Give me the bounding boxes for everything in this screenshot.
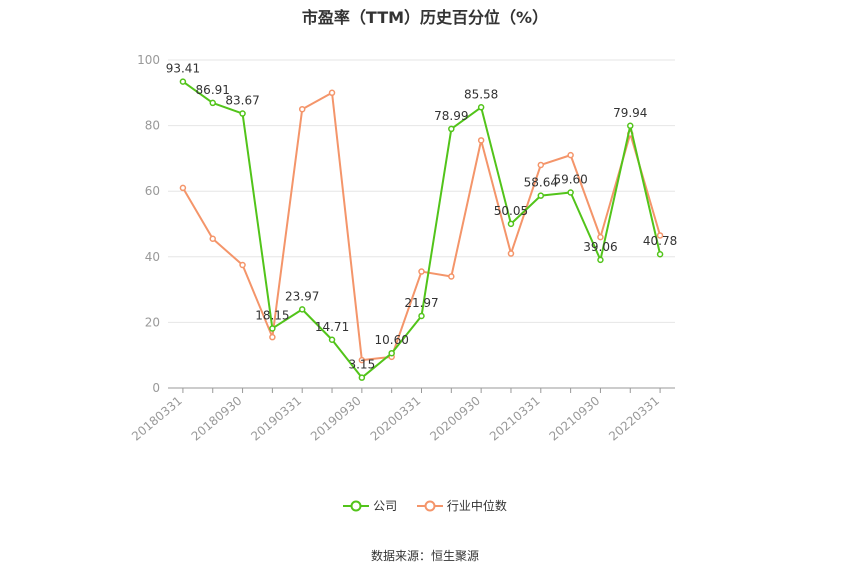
- data-label: 10.60: [374, 333, 408, 347]
- data-label: 83.67: [225, 94, 259, 108]
- data-label: 23.97: [285, 289, 319, 303]
- data-point: [239, 110, 246, 117]
- data-point: [209, 99, 216, 107]
- series-lines: [179, 78, 664, 381]
- data-label: 50.05: [494, 204, 528, 218]
- data-point: [179, 78, 187, 85]
- y-tick-label: 80: [145, 119, 160, 133]
- data-point: [388, 349, 395, 357]
- data-point: [656, 250, 664, 258]
- data-point: [597, 256, 604, 264]
- legend-item-company[interactable]: 公司: [343, 497, 397, 514]
- data-point: [298, 306, 306, 313]
- data-point: [269, 333, 276, 341]
- data-point: [358, 356, 366, 364]
- data-point: [448, 125, 455, 133]
- y-tick-label: 20: [145, 315, 160, 329]
- data-point: [418, 268, 425, 275]
- data-point: [448, 273, 455, 280]
- data-point: [209, 235, 216, 243]
- data-point: [239, 261, 246, 269]
- x-tick-label: 20210331: [487, 394, 543, 444]
- data-label: 39.06: [583, 240, 617, 254]
- data-label: 18.15: [255, 308, 289, 322]
- x-tick-label: 20220331: [606, 394, 662, 444]
- data-point: [567, 189, 574, 196]
- data-point: [507, 220, 515, 228]
- data-label: 59.60: [553, 173, 587, 187]
- data-label: 21.97: [404, 296, 438, 310]
- line-chart: 0 20 40 60 80 100 20180331 20180930 20190331 2019…: [129, 53, 678, 444]
- data-point: [537, 192, 545, 199]
- data-label: 78.99: [434, 109, 468, 123]
- y-tick-label: 100: [137, 53, 160, 67]
- data-point: [567, 151, 574, 159]
- data-point: [358, 374, 366, 381]
- x-tick-label: 20190331: [248, 394, 304, 444]
- data-label: 40.78: [643, 234, 677, 248]
- data-point: [418, 312, 425, 320]
- data-point: [656, 232, 664, 239]
- data-label: 79.94: [613, 106, 647, 120]
- x-tick-label: 20210930: [547, 394, 603, 444]
- data-point: [627, 122, 634, 130]
- source-note: 数据来源：恒生聚源: [370, 549, 479, 563]
- data-label: 86.91: [196, 83, 230, 97]
- data-label: 85.58: [464, 87, 498, 101]
- data-label: 14.71: [315, 320, 349, 334]
- x-tick-label: 20190930: [308, 394, 364, 444]
- data-label: 58.64: [524, 176, 558, 190]
- data-point: [477, 137, 485, 144]
- data-point: [179, 184, 187, 192]
- data-point: [507, 250, 515, 257]
- data-point: [477, 104, 485, 111]
- y-tick-label: 60: [145, 184, 160, 198]
- legend-label-industry: 行业中位数: [446, 499, 507, 513]
- x-tick-label: 20180930: [189, 394, 245, 444]
- data-point: [298, 105, 306, 113]
- y-tick-label: 0: [152, 381, 160, 395]
- data-point: [537, 161, 545, 169]
- legend-label-company: 公司: [373, 499, 398, 513]
- data-label: 93.41: [166, 62, 200, 76]
- legend-line-marker-icon: [416, 500, 443, 511]
- chart-title: 市盈率（TTM）历史百分位（%）: [301, 8, 549, 27]
- data-point: [597, 233, 604, 241]
- grid-lines: [168, 59, 675, 323]
- y-tick-label: 40: [145, 250, 160, 264]
- legend: 公司 行业中位数: [0, 497, 850, 516]
- x-tick-label: 20200331: [368, 394, 424, 444]
- x-tick-label: 20180331: [129, 394, 185, 444]
- legend-item-industry[interactable]: 行业中位数: [416, 497, 507, 514]
- data-label: 3.15: [348, 358, 375, 372]
- data-point: [328, 89, 336, 97]
- data-point: [328, 336, 336, 344]
- data-point: [269, 325, 276, 332]
- legend-line-marker-icon: [343, 500, 370, 511]
- x-tick-label: 20200930: [427, 394, 483, 444]
